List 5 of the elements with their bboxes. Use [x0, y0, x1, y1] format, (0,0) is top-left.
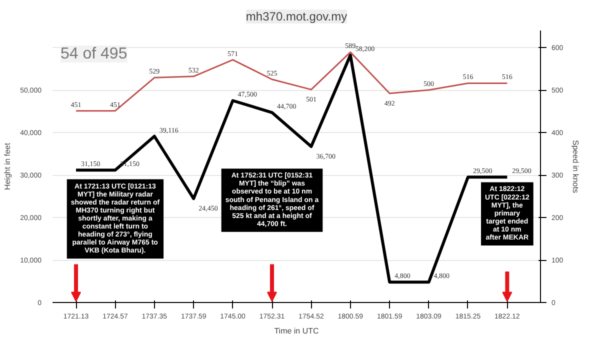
x-axis-title: Time in UTC	[274, 326, 320, 336]
text: mh370.mot.gov.my	[246, 10, 348, 24]
annotation: 54 of 495	[60, 46, 128, 62]
y2-axis-title: Speed in knots	[571, 140, 580, 193]
y-axis-title: Height in feet	[3, 142, 12, 190]
